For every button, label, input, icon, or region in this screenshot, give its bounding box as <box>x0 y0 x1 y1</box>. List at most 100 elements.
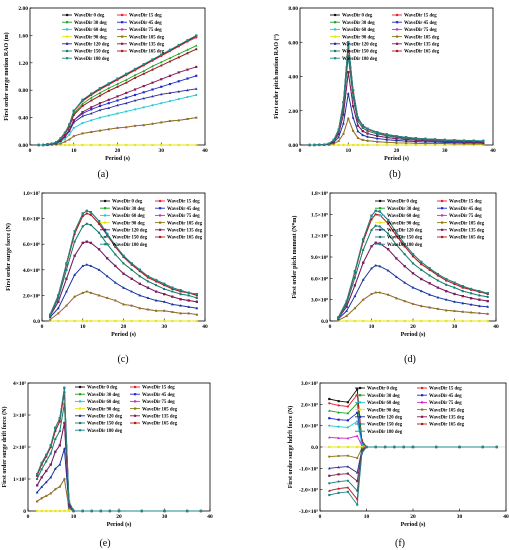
data-point <box>122 319 125 323</box>
data-point <box>81 104 84 107</box>
legend-label: WaveDir 45 deg <box>142 393 175 398</box>
data-point <box>444 298 448 301</box>
series-line <box>309 45 484 146</box>
data-point <box>445 309 448 312</box>
data-point <box>89 112 93 115</box>
legend-marker <box>104 207 107 210</box>
data-point <box>114 244 117 247</box>
series-line <box>337 242 488 319</box>
legend-label: WaveDir 180 deg <box>74 57 110 62</box>
legend-marker <box>134 414 137 417</box>
data-point <box>97 294 101 297</box>
data-point <box>362 319 365 323</box>
data-point <box>138 294 142 297</box>
data-point <box>486 305 489 308</box>
legend-label: WaveDir 45 deg <box>167 207 200 212</box>
data-point <box>404 139 408 143</box>
data-point <box>138 268 141 271</box>
legend-label: WaveDir 0 deg <box>367 387 398 392</box>
y-tick-label: 3.0×10⁸ <box>311 298 329 304</box>
series-line <box>36 448 201 512</box>
y-tick-label: 8.00 <box>288 6 298 12</box>
data-point <box>195 319 198 323</box>
legend-marker <box>359 386 362 390</box>
data-point <box>160 53 163 56</box>
legend-marker <box>159 214 162 217</box>
series-line <box>49 210 197 315</box>
data-point <box>63 137 67 140</box>
legend-marker <box>379 199 382 203</box>
data-point <box>337 411 340 414</box>
legend-label: WaveDir 0 deg <box>112 200 143 205</box>
data-point <box>445 319 448 323</box>
data-point <box>107 82 110 85</box>
panel-label: (c) <box>117 354 128 365</box>
legend-label: WaveDir 90 deg <box>342 35 375 40</box>
data-point <box>65 290 68 293</box>
data-point <box>332 138 335 141</box>
legend-marker <box>66 21 69 24</box>
data-point <box>36 473 39 476</box>
data-point <box>481 445 484 449</box>
data-point <box>65 319 68 323</box>
data-point <box>65 268 68 271</box>
legend-label: WaveDir 165 deg <box>142 422 178 427</box>
chart-panel-b: 0 10 20 30 40 0.00 2.00 4.00 6.00 8.00 Period (s) F… <box>273 6 496 180</box>
data-point <box>461 285 464 288</box>
data-point <box>356 480 359 483</box>
legend-marker <box>121 13 124 17</box>
data-point <box>361 133 365 137</box>
legend-marker <box>379 207 382 210</box>
data-point <box>63 143 67 147</box>
data-point <box>98 129 102 132</box>
data-point <box>85 209 88 213</box>
data-point <box>370 319 373 323</box>
data-point <box>346 411 350 415</box>
data-point <box>72 143 75 147</box>
data-point <box>81 291 84 294</box>
data-point <box>151 64 154 68</box>
data-point <box>486 292 489 295</box>
legend-marker <box>441 228 444 231</box>
data-point <box>133 124 137 127</box>
legend-marker <box>359 422 362 426</box>
legend-label: WaveDir 60 deg <box>112 214 145 219</box>
legend-label: WaveDir 165 deg <box>404 50 440 55</box>
data-point <box>395 257 398 260</box>
data-point <box>186 117 189 121</box>
data-point <box>378 225 381 228</box>
data-point <box>67 504 71 508</box>
y-axis-label: First order surge force (N) <box>5 223 12 291</box>
data-point <box>142 72 146 75</box>
legend-label: WaveDir 120 deg <box>87 415 123 420</box>
data-point <box>151 104 154 107</box>
data-point <box>106 296 109 300</box>
series-line <box>337 225 488 319</box>
legend-marker <box>104 214 107 217</box>
data-point <box>116 95 119 98</box>
data-point <box>385 141 388 144</box>
legend-marker <box>134 393 137 396</box>
data-point <box>395 143 398 147</box>
legend-marker <box>334 21 337 24</box>
data-point <box>346 405 349 408</box>
data-point <box>122 262 125 265</box>
data-point <box>133 108 137 111</box>
data-point <box>108 509 111 513</box>
data-point <box>434 143 437 147</box>
data-point <box>107 114 110 117</box>
legend-marker <box>134 400 137 403</box>
legend-label: WaveDir 60 deg <box>367 401 400 406</box>
x-tick-label: 0 <box>299 148 302 154</box>
legend-marker <box>159 207 162 210</box>
data-point <box>470 292 473 295</box>
legend-label: WaveDir 180 deg <box>342 57 378 62</box>
data-point <box>89 96 93 99</box>
data-point <box>68 129 71 133</box>
chart-panel-c: 0 10 20 30 40 0.0 2.0×10⁶ 4.0×10⁶ 6.0×10⁶ 8.0×10⁶… <box>5 191 208 365</box>
data-point <box>155 319 158 323</box>
data-point <box>384 445 387 449</box>
legend-marker <box>121 35 124 38</box>
data-point <box>81 132 84 135</box>
data-point <box>42 143 45 147</box>
